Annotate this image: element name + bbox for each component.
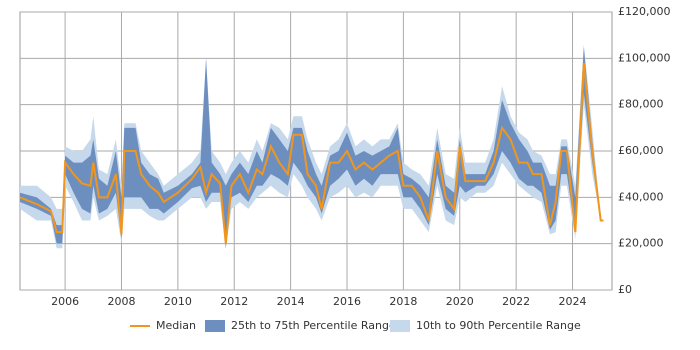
- x-tick-label: 2008: [107, 295, 135, 308]
- x-tick-label: 2014: [277, 295, 305, 308]
- x-tick-label: 2010: [164, 295, 192, 308]
- legend-label: Median: [156, 319, 196, 332]
- y-tick-label: £100,000: [618, 51, 671, 64]
- x-tick-label: 2022: [502, 295, 530, 308]
- x-tick-label: 2018: [389, 295, 417, 308]
- x-tick-label: 2006: [51, 295, 79, 308]
- y-tick-label: £20,000: [618, 237, 664, 250]
- legend-label: 10th to 90th Percentile Range: [416, 319, 581, 332]
- percentile-band: [20, 46, 604, 249]
- legend-swatch: [205, 320, 225, 332]
- x-tick-label: 2012: [220, 295, 248, 308]
- y-tick-label: £120,000: [618, 5, 671, 18]
- median-line: [19, 62, 604, 244]
- legend-swatch: [390, 320, 410, 332]
- y-tick-label: £40,000: [618, 190, 664, 203]
- y-tick-label: £0: [618, 283, 632, 296]
- x-tick-label: 2020: [446, 295, 474, 308]
- y-tick-label: £80,000: [618, 98, 664, 111]
- x-tick-label: 2016: [333, 295, 361, 308]
- x-tick-label: 2024: [559, 295, 587, 308]
- legend-label: 25th to 75th Percentile Range: [231, 319, 396, 332]
- y-tick-label: £60,000: [618, 144, 664, 157]
